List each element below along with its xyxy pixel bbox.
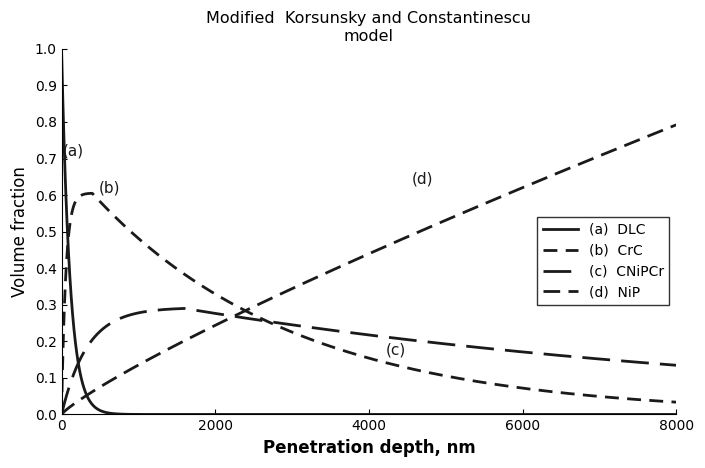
Text: (d): (d) [412,171,434,186]
Y-axis label: Volume fraction: Volume fraction [11,166,29,297]
Text: (c): (c) [386,343,406,358]
X-axis label: Penetration depth, nm: Penetration depth, nm [262,439,475,457]
Text: (a): (a) [63,144,84,159]
Title: Modified  Korsunsky and Constantinescu
model: Modified Korsunsky and Constantinescu mo… [207,11,532,44]
Text: (b): (b) [99,180,120,195]
Legend: (a)  DLC, (b)  CrC, (c)  CNiPCr, (d)  NiP: (a) DLC, (b) CrC, (c) CNiPCr, (d) NiP [537,217,669,305]
